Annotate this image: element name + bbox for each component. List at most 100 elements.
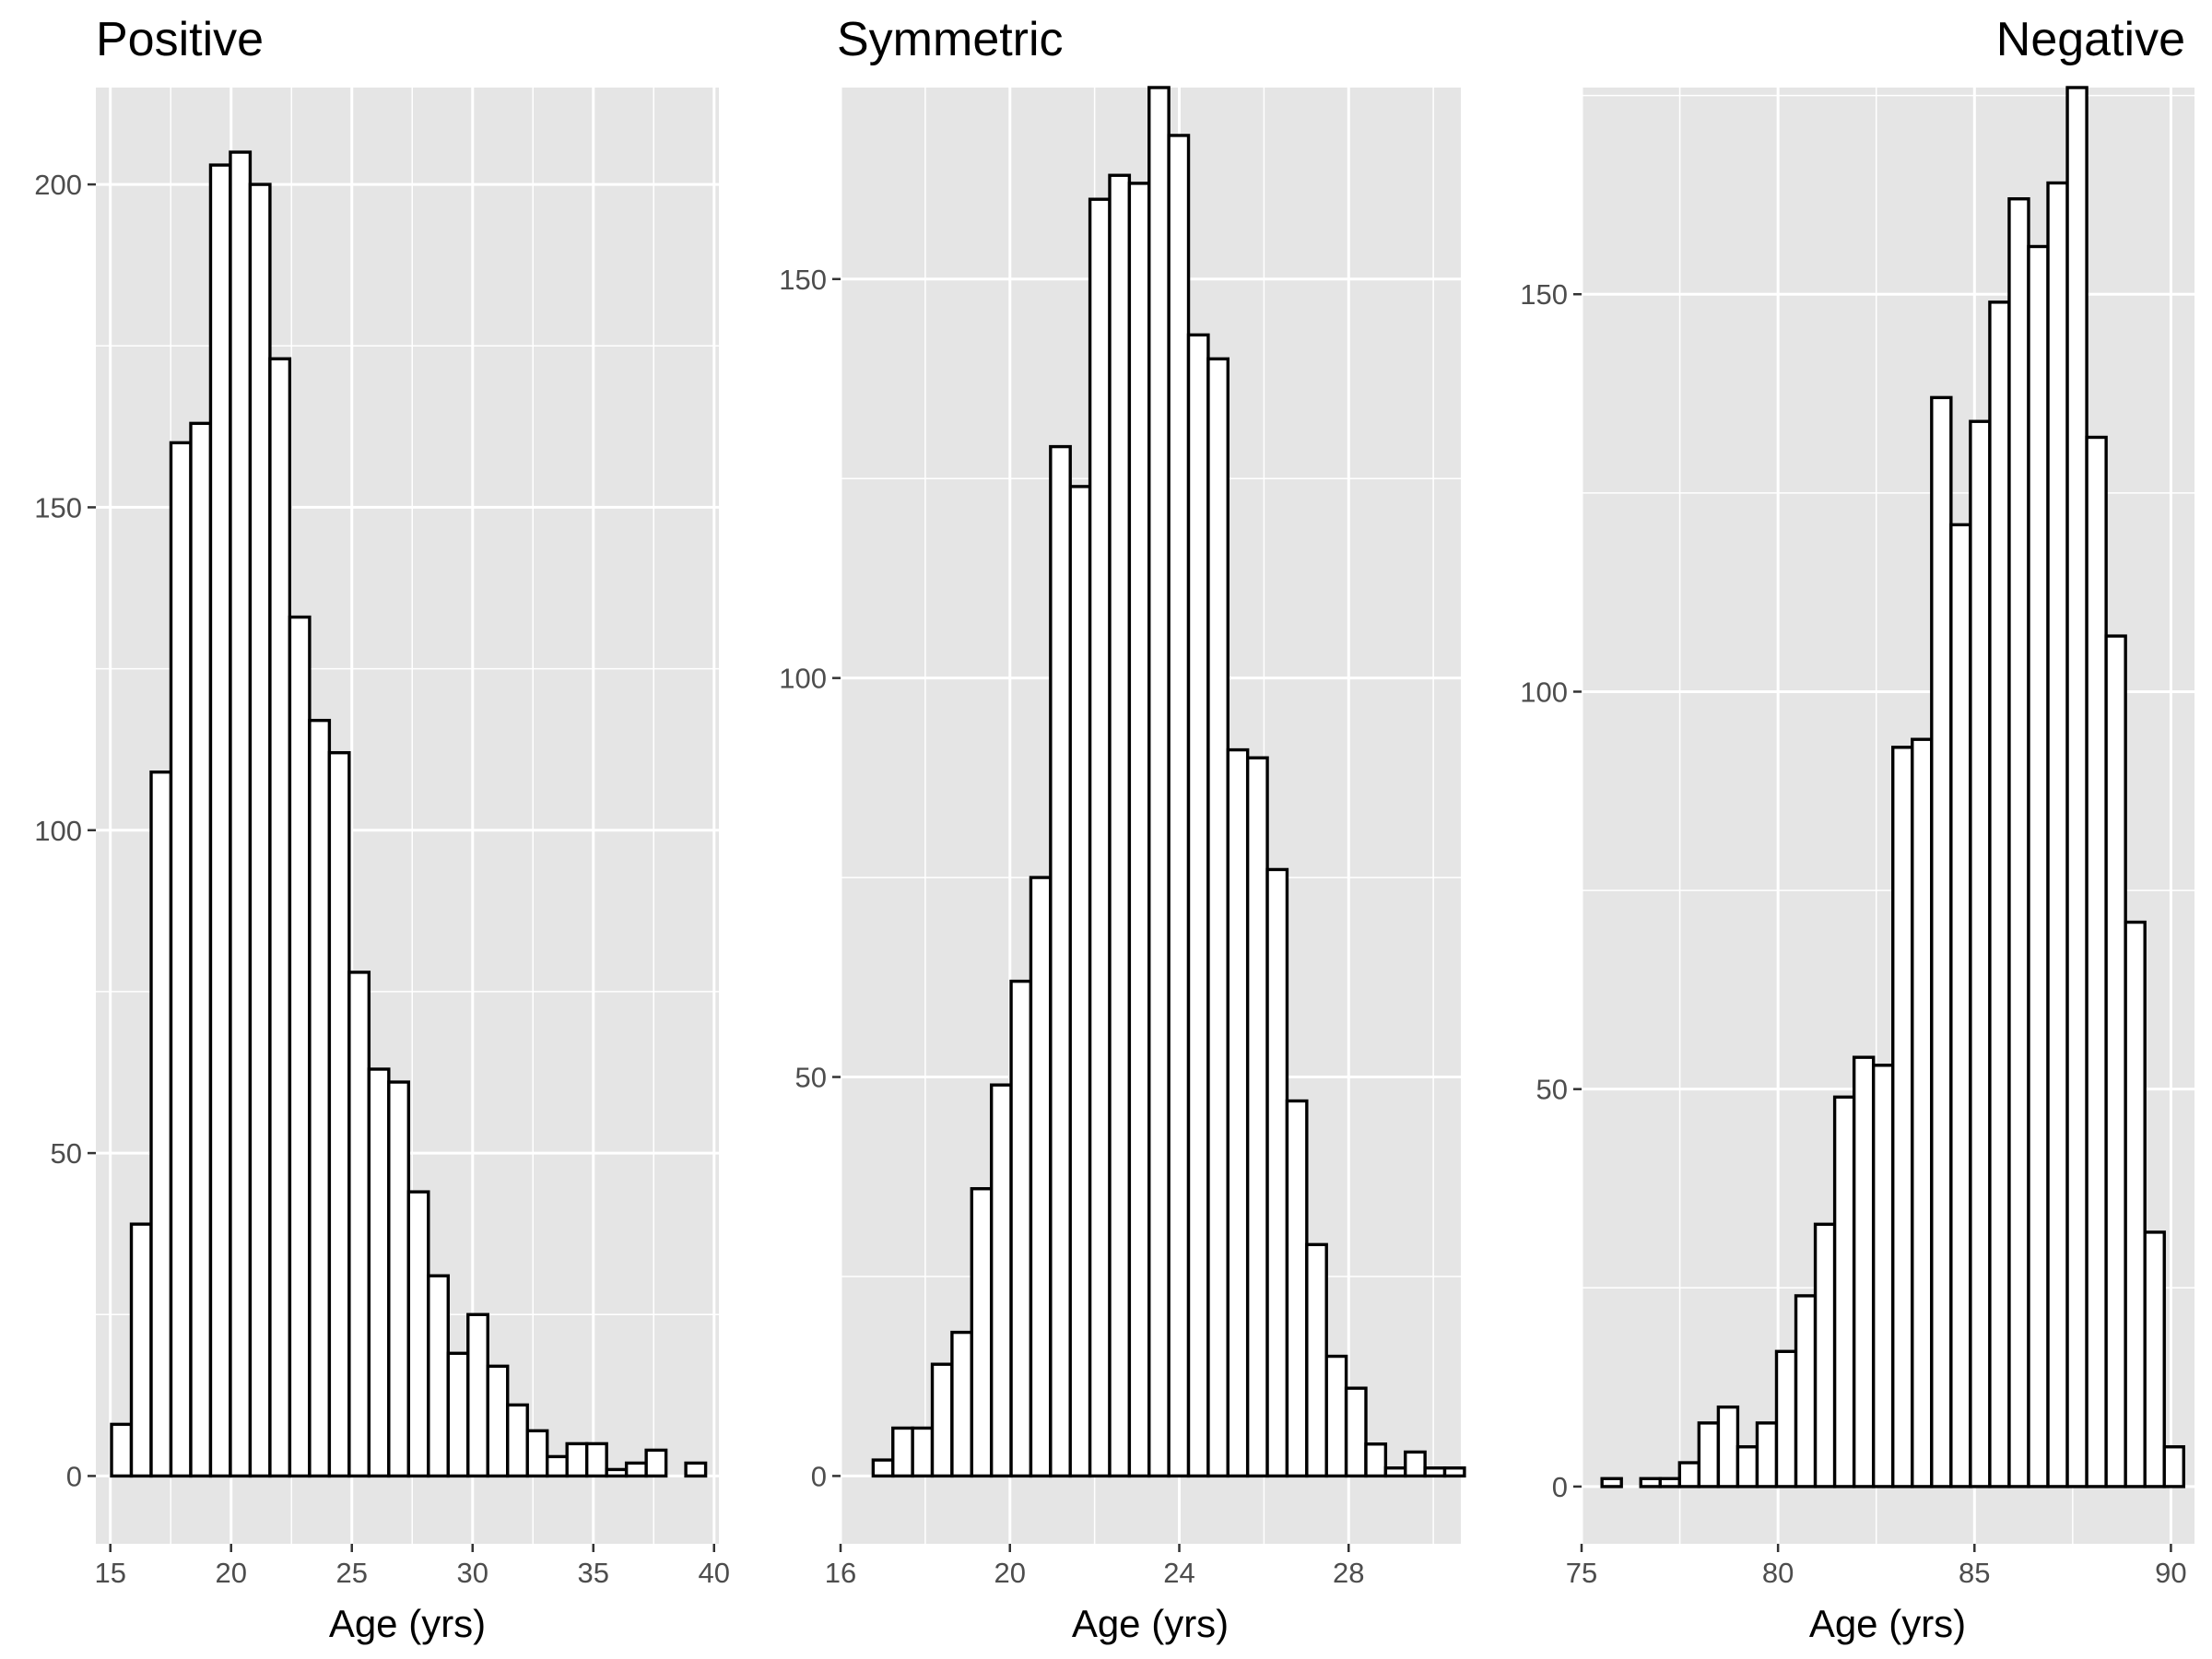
histogram-bar	[1206, 357, 1230, 1478]
axis-ticks: 0 50 100 150 200 15 20 25 30 35 40	[34, 169, 730, 1589]
histogram-bar	[989, 1083, 1013, 1478]
histogram-bar	[110, 1422, 134, 1478]
y-tick-label: 200	[34, 169, 82, 201]
x-tick-label: 40	[699, 1557, 730, 1589]
panel-negative: 0 50 100 150 75 80 85 90 Negative Age (yrs)	[1520, 13, 2194, 1645]
histogram-bar	[950, 1330, 973, 1478]
histogram-bar	[605, 1467, 629, 1478]
y-tick-label: 100	[779, 663, 827, 695]
histogram-bar	[2124, 920, 2147, 1488]
histogram-bar	[565, 1441, 589, 1478]
histogram-bar	[129, 1222, 153, 1478]
histogram-bar	[1969, 419, 1992, 1488]
histogram-bar	[584, 1441, 608, 1478]
histogram-bar	[1658, 1477, 1682, 1488]
histogram-bar	[1186, 333, 1210, 1478]
histogram-bar	[1049, 444, 1072, 1478]
histogram-bar	[1147, 86, 1171, 1478]
histogram-bar	[506, 1403, 529, 1478]
x-tick-label: 75	[1566, 1557, 1597, 1589]
histogram-bar	[1735, 1445, 1759, 1488]
histogram-bar	[149, 771, 173, 1478]
x-axis-title: Age (yrs)	[1072, 1602, 1229, 1645]
histogram-bar	[1265, 867, 1289, 1478]
histogram-bar	[891, 1426, 914, 1478]
histogram-bar	[2065, 86, 2088, 1488]
histogram-bar	[624, 1461, 648, 1478]
histogram-bar	[970, 1187, 994, 1478]
histogram-bar	[169, 441, 193, 1478]
histogram-bar	[930, 1362, 954, 1478]
histogram-bar	[1891, 746, 1914, 1488]
y-tick-label: 100	[34, 815, 82, 847]
histogram-bar	[189, 421, 213, 1478]
histogram-bar	[229, 150, 253, 1478]
x-tick-label: 30	[457, 1557, 488, 1589]
y-tick-label: 150	[1520, 278, 1568, 311]
histogram-bar	[644, 1448, 668, 1478]
histogram-bar	[1852, 1055, 1876, 1488]
histogram-bar	[2007, 197, 2030, 1488]
x-tick-label: 20	[215, 1557, 246, 1589]
histogram-bar	[1029, 876, 1053, 1478]
histogram-bar	[2046, 181, 2069, 1488]
x-tick-label: 24	[1163, 1557, 1194, 1589]
histogram-bar	[2162, 1445, 2185, 1488]
histogram-bar	[1088, 197, 1112, 1478]
histogram-bars	[110, 150, 708, 1478]
histogram-bar	[1716, 1405, 1740, 1488]
y-tick-label: 50	[1536, 1074, 1568, 1106]
histogram-bar	[486, 1364, 510, 1478]
histogram-bar	[1774, 1349, 1798, 1488]
x-tick-label: 35	[578, 1557, 609, 1589]
x-axis-title: Age (yrs)	[329, 1602, 486, 1645]
histogram-bar	[446, 1351, 470, 1478]
histogram-bar	[327, 750, 351, 1478]
histogram-bar	[248, 182, 272, 1478]
histogram-bar	[871, 1458, 895, 1478]
panel-symmetric: 0 50 100 150 16 20 24 28 Symmetric Age (yrs)	[779, 13, 1466, 1645]
histogram-bar	[1423, 1466, 1447, 1478]
x-tick-label: 15	[94, 1557, 125, 1589]
histogram-bar	[1383, 1466, 1407, 1478]
histogram-bar	[1009, 979, 1033, 1478]
panel-positive: 0 50 100 150 200 15 20 25 30 35 40 Positive Age (y…	[34, 13, 730, 1645]
histogram-bar	[2104, 634, 2127, 1488]
histogram-bar	[1364, 1442, 1388, 1478]
histogram-bar	[1068, 485, 1092, 1478]
y-tick-label: 50	[51, 1137, 82, 1170]
histogram-bar	[1108, 173, 1132, 1478]
histogram-bar	[1226, 747, 1250, 1478]
histogram-bar	[1988, 300, 2011, 1488]
y-tick-label: 0	[66, 1460, 82, 1492]
histogram-bar	[288, 615, 312, 1478]
histogram-bar	[1404, 1450, 1427, 1478]
y-tick-label: 150	[34, 491, 82, 524]
histogram-bar	[1127, 182, 1151, 1478]
histogram-bar	[1245, 756, 1269, 1478]
y-tick-label: 100	[1520, 676, 1568, 708]
axis-ticks: 0 50 100 150 16 20 24 28	[779, 264, 1364, 1589]
x-tick-label: 16	[825, 1557, 856, 1589]
y-tick-label: 150	[779, 264, 827, 296]
x-tick-label: 90	[2155, 1557, 2186, 1589]
axis-ticks: 0 50 100 150 75 80 85 90	[1520, 278, 2186, 1589]
histogram-bar	[427, 1274, 450, 1478]
histogram-bar	[1344, 1386, 1368, 1478]
histogram-bar	[2027, 244, 2050, 1488]
histogram-bar	[1442, 1466, 1466, 1478]
panel-title: Symmetric	[837, 13, 1064, 66]
x-tick-label: 20	[994, 1557, 1026, 1589]
histogram-bar	[1813, 1222, 1837, 1488]
panel-title: Negative	[1996, 13, 2185, 66]
histogram-bar	[684, 1461, 708, 1478]
histogram-bar	[546, 1454, 569, 1478]
x-tick-label: 85	[1959, 1557, 1990, 1589]
histogram-bar	[1305, 1242, 1328, 1478]
y-tick-label: 0	[811, 1460, 827, 1492]
histogram-bar	[268, 357, 292, 1478]
x-tick-label: 28	[1333, 1557, 1364, 1589]
histogram-bar	[208, 163, 232, 1478]
histogram-bars	[1600, 86, 2185, 1488]
histogram-bar	[1167, 134, 1191, 1478]
